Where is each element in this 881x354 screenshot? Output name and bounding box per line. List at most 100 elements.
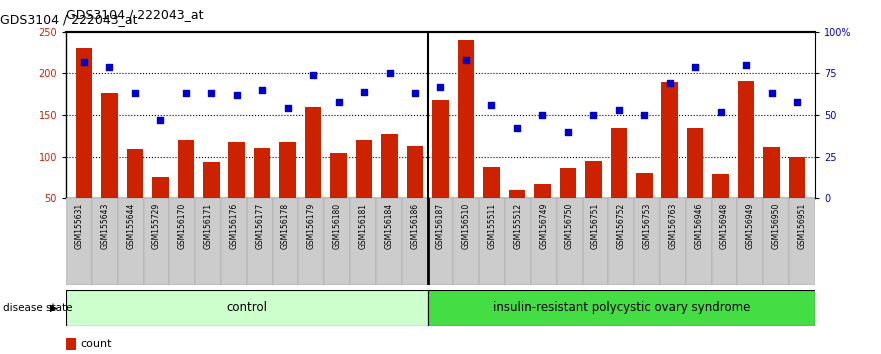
Point [586,112,600,118]
Text: GDS3104 / 222043_at: GDS3104 / 222043_at [0,13,137,27]
Text: insulin-resistant polycystic ovary syndrome: insulin-resistant polycystic ovary syndr… [492,302,750,314]
Text: GSM156184: GSM156184 [384,202,393,249]
Point [204,91,218,96]
Bar [479,198,505,285]
Text: GSM156177: GSM156177 [255,202,264,249]
Point [408,91,422,96]
Bar [279,142,296,240]
Bar [305,107,322,240]
Bar [381,134,398,240]
Bar [508,190,525,240]
Bar [221,198,247,285]
Bar [737,198,763,285]
Text: GSM156949: GSM156949 [746,202,755,249]
Text: GSM156178: GSM156178 [281,202,290,249]
Text: ▶: ▶ [49,303,57,313]
Bar [428,290,815,326]
Text: GSM156948: GSM156948 [720,202,729,249]
Text: disease state: disease state [3,303,72,313]
Bar [585,161,602,240]
Text: GSM156186: GSM156186 [411,202,419,249]
Point [611,107,626,113]
Bar [788,158,805,240]
Bar [531,198,557,285]
Bar [634,198,660,285]
Bar [454,198,479,285]
Point [230,92,244,98]
Bar [66,290,428,326]
Text: GSM155643: GSM155643 [100,202,109,249]
Text: GSM155729: GSM155729 [152,202,161,249]
Bar [272,198,299,285]
Point [790,99,804,104]
Text: GSM156181: GSM156181 [359,202,367,249]
Bar [330,153,347,240]
Bar [350,198,376,285]
Point [536,112,550,118]
Point [281,105,295,111]
Bar [144,198,169,285]
Text: GSM156179: GSM156179 [307,202,316,249]
Bar [376,198,402,285]
Point [255,87,270,93]
Text: GSM156170: GSM156170 [178,202,187,249]
Point [663,81,677,86]
Bar [662,82,678,240]
Text: count: count [80,339,112,349]
Point [485,102,499,108]
Bar [685,198,712,285]
Text: GSM156753: GSM156753 [642,202,652,249]
Text: GSM155512: GSM155512 [514,202,522,249]
Bar [582,198,609,285]
Bar [611,129,627,240]
Bar [356,140,373,240]
Point [179,91,193,96]
Bar [177,140,194,240]
Point [561,129,575,135]
Text: GSM155644: GSM155644 [126,202,135,249]
Text: GSM156176: GSM156176 [229,202,239,249]
Bar [713,174,729,240]
Bar [196,198,221,285]
Bar [636,173,653,240]
Point [510,126,524,131]
Bar [152,177,168,240]
Bar [738,81,754,240]
Point [765,91,779,96]
Bar [127,149,143,240]
Text: GSM156751: GSM156751 [591,202,600,249]
Bar [66,198,92,285]
Bar [247,198,272,285]
Point [714,109,728,115]
Bar [483,167,500,240]
Text: GSM156752: GSM156752 [617,202,626,249]
Bar [228,142,245,240]
Bar [324,198,350,285]
Bar [458,40,474,240]
Point [153,117,167,123]
Point [102,64,116,70]
Text: GSM156950: GSM156950 [772,202,781,249]
Text: GDS3104 / 222043_at: GDS3104 / 222043_at [66,8,204,21]
Point [433,84,448,90]
Bar [534,184,551,240]
Point [637,112,651,118]
Bar [101,93,118,240]
Bar [763,198,789,285]
Bar [203,162,219,240]
Bar [660,198,685,285]
Point [331,99,345,104]
Text: GSM156510: GSM156510 [462,202,470,249]
Text: GSM156750: GSM156750 [565,202,574,249]
Bar [118,198,144,285]
Text: GSM156946: GSM156946 [694,202,703,249]
Bar [609,198,634,285]
Point [128,91,142,96]
Text: GSM156187: GSM156187 [436,202,445,249]
Point [306,72,320,78]
Point [382,71,396,76]
Text: GSM155511: GSM155511 [488,202,497,249]
Text: control: control [226,302,268,314]
Bar [299,198,324,285]
Bar [763,148,780,240]
